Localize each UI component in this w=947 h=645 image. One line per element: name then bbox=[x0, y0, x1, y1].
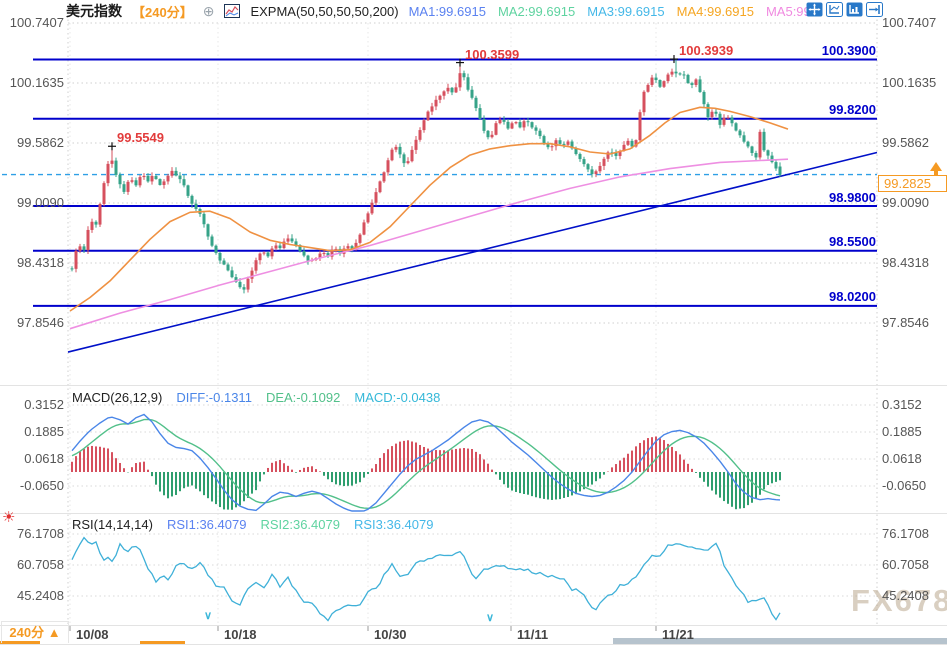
pan-icon[interactable] bbox=[806, 2, 823, 17]
y-axis-label-right: 100.1635 bbox=[882, 75, 937, 90]
rsi-value: RSI1:36.4079 bbox=[166, 517, 247, 532]
y-axis-label-right: 99.5862 bbox=[882, 135, 929, 150]
price-level-label: 99.8200 bbox=[829, 102, 876, 118]
y-axis-label-left: 99.5862 bbox=[17, 135, 64, 150]
y-axis-label-left: 97.8546 bbox=[17, 315, 64, 330]
chart-header: 美元指数 【240分】 ⊕ EXPMA(50,50,50,50,200) MA1… bbox=[66, 2, 822, 20]
chart-toolbar bbox=[806, 2, 883, 17]
macd-value: DIFF:-0.1311 bbox=[176, 390, 252, 405]
ma-value: MA4:99.6915 bbox=[676, 3, 754, 19]
rsi-axis-label-right: 76.1708 bbox=[882, 526, 929, 541]
chart-style-icon[interactable] bbox=[224, 4, 241, 18]
y-axis-label-right: 99.0090 bbox=[882, 195, 929, 210]
y-axis-label-left: 98.4318 bbox=[17, 255, 64, 270]
ma-value: MA3:99.6915 bbox=[587, 3, 665, 19]
sun-icon[interactable]: ☀ bbox=[2, 509, 16, 526]
macd-axis-label-left: -0.0650 bbox=[19, 478, 64, 493]
exit-icon[interactable] bbox=[866, 2, 883, 17]
y-axis-label-right: 100.7407 bbox=[882, 15, 937, 30]
symbol-title: 美元指数 bbox=[66, 3, 122, 19]
date-label: 11/21 bbox=[662, 627, 694, 642]
date-label: 10/30 bbox=[374, 627, 407, 642]
indicator-label[interactable]: EXPMA(50,50,50,50,200) bbox=[250, 3, 399, 19]
price-level-label: 100.3900 bbox=[821, 42, 876, 58]
rsi-axis-label-right: 45.2408 bbox=[882, 588, 929, 603]
annotation-label: 100.3939 bbox=[679, 43, 734, 59]
macd-axis-label-right: 0.3152 bbox=[882, 397, 922, 412]
rsi-axis-label-left: 60.7058 bbox=[17, 557, 64, 572]
watermark: FX678 bbox=[851, 583, 947, 618]
rsi-values: RSI1:36.4079 RSI2:36.4079 RSI3:36.4079 bbox=[167, 517, 434, 532]
rsi-value: RSI3:36.4079 bbox=[353, 517, 434, 532]
rsi-value: RSI2:36.4079 bbox=[260, 517, 340, 532]
chart-settings-icon[interactable] bbox=[846, 2, 863, 17]
rsi-axis-label-left: 45.2408 bbox=[17, 588, 64, 603]
ma-value: MA1:99.6915 bbox=[408, 3, 486, 19]
timeframe-label[interactable]: 【240分】 bbox=[132, 4, 193, 20]
axes-icon[interactable] bbox=[826, 2, 843, 17]
price-level-label: 98.9800 bbox=[829, 189, 876, 205]
macd-values: DIFF:-0.1311 DEA:-0.1092 MACD:-0.0438 bbox=[176, 390, 440, 405]
rsi-header: RSI(14,14,14) RSI1:36.4079 RSI2:36.4079 RS… bbox=[72, 517, 433, 532]
date-label: 10/08 bbox=[76, 627, 109, 642]
annotation-label: 99.5549 bbox=[117, 130, 164, 146]
y-axis-label-left: 99.0090 bbox=[17, 195, 64, 210]
date-label: 11/11 bbox=[517, 627, 549, 642]
chevron-down-marker: ∨ bbox=[204, 610, 213, 622]
y-axis-label-right: 97.8546 bbox=[882, 315, 929, 330]
macd-title[interactable]: MACD(26,12,9) bbox=[72, 390, 163, 405]
y-axis-label-right: 98.4318 bbox=[882, 255, 929, 270]
macd-axis-label-right: 0.0618 bbox=[882, 451, 922, 466]
macd-axis-label-left: 0.0618 bbox=[24, 451, 64, 466]
macd-axis-label-left: 0.1885 bbox=[24, 424, 64, 439]
macd-value: MACD:-0.0438 bbox=[354, 390, 441, 405]
y-axis-label-left: 100.7407 bbox=[9, 15, 64, 30]
date-label: 10/18 bbox=[224, 627, 257, 642]
current-price-box: 99.2825 bbox=[878, 175, 947, 192]
macd-header: MACD(26,12,9) DIFF:-0.1311 DEA:-0.1092 MAC… bbox=[72, 390, 440, 405]
annotation-label: 100.3599 bbox=[465, 46, 520, 62]
price-level-label: 98.5500 bbox=[829, 234, 876, 250]
rsi-title[interactable]: RSI(14,14,14) bbox=[72, 517, 153, 532]
macd-axis-label-right: -0.0650 bbox=[882, 478, 927, 493]
rsi-axis-label-left: 76.1708 bbox=[17, 526, 64, 541]
macd-axis-label-right: 0.1885 bbox=[882, 424, 922, 439]
ma-values: MA1:99.6915 MA2:99.6915 MA3:99.6915 MA4:99.… bbox=[409, 4, 822, 19]
y-axis-label-left: 100.1635 bbox=[9, 75, 64, 90]
timeframe-tab[interactable]: 240分 ▲ bbox=[1, 621, 69, 643]
plus-circle-icon[interactable]: ⊕ bbox=[202, 2, 215, 19]
rsi-axis-label-right: 60.7058 bbox=[882, 557, 929, 572]
price-level-label: 98.0200 bbox=[829, 289, 876, 305]
ma-value: MA2:99.6915 bbox=[497, 3, 576, 19]
macd-value: DEA:-0.1092 bbox=[265, 390, 341, 405]
macd-axis-label-left: 0.3152 bbox=[24, 397, 64, 412]
chevron-down-marker: ∨ bbox=[486, 612, 495, 624]
